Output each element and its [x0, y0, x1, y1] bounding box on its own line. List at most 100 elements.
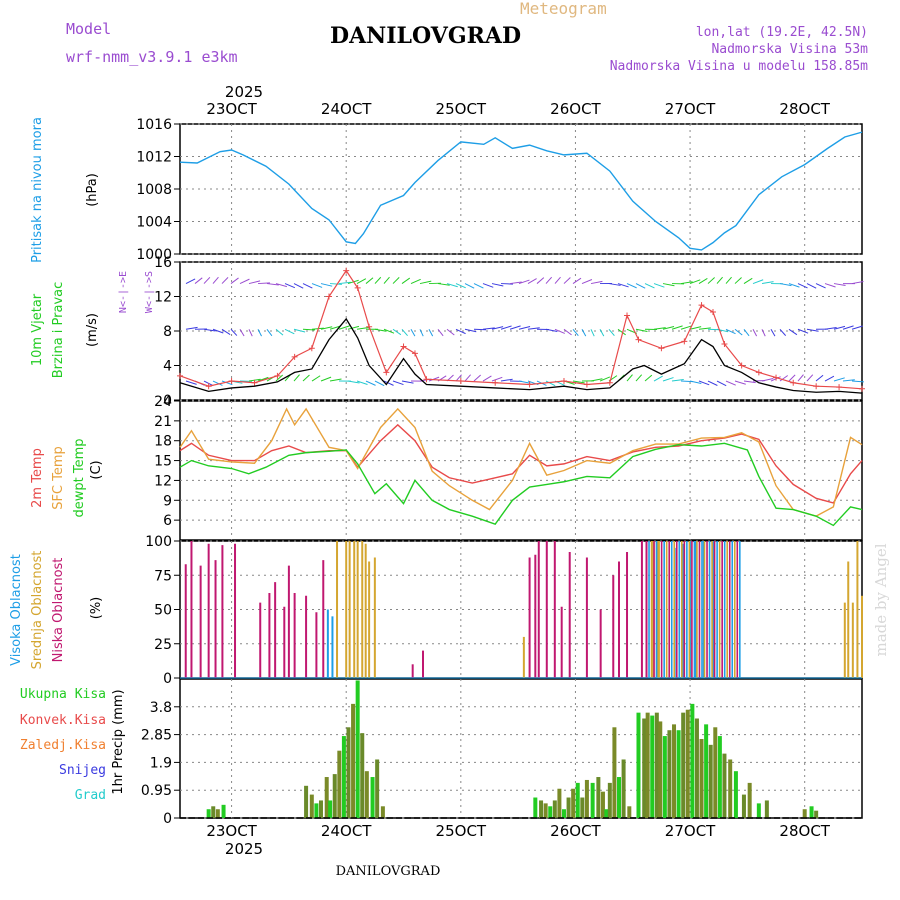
precip-bar — [717, 736, 722, 818]
precip-bar — [533, 797, 538, 818]
wind-arrow — [482, 283, 494, 288]
legend-freezing: Zaledj.Kisa — [20, 738, 106, 753]
wind-gust-marker — [366, 323, 373, 330]
precip-bar — [341, 736, 346, 818]
precip-bar — [215, 809, 220, 818]
wind-arrow — [635, 283, 646, 289]
wind-gust-marker — [383, 369, 390, 376]
wind-arrow — [518, 380, 531, 384]
wind-arrow — [779, 283, 792, 287]
wind-arrow — [743, 380, 756, 384]
wind-arrow — [329, 283, 342, 285]
temp-sfc-line — [179, 407, 863, 517]
wind-arrow — [545, 380, 556, 387]
wind-arrow — [410, 329, 416, 337]
pressure-ytick-label: 1000 — [136, 247, 172, 263]
wind-arrow — [626, 374, 633, 382]
date-label-bottom: 23OCT — [206, 822, 257, 840]
precip-bar — [600, 791, 605, 818]
wind-arrow — [518, 279, 530, 285]
precip-bar — [324, 777, 329, 818]
cloud-ylabel: (%) — [89, 597, 104, 620]
wind-arrow — [752, 329, 758, 337]
precip-bar — [332, 774, 337, 818]
precip-bar — [561, 809, 566, 818]
wind-arrow — [320, 326, 333, 330]
wind-arrow — [788, 374, 796, 382]
wind-arrow — [590, 329, 595, 337]
wind-arrow — [185, 278, 196, 285]
wind-arrow — [446, 283, 458, 288]
wind-arrow — [257, 376, 269, 382]
wind-arrow — [293, 374, 300, 382]
wind-ylabel: (m/s) — [85, 313, 100, 347]
wind-arrow — [419, 329, 424, 337]
wind-arrow — [437, 328, 444, 337]
wind-arrow — [293, 328, 306, 333]
wind-arrow — [824, 283, 836, 288]
date-label-bottom: 28OCT — [779, 822, 830, 840]
wind-arrow — [581, 279, 593, 285]
precip-bar — [699, 738, 704, 818]
wind-gust-marker — [681, 338, 688, 345]
wind-arrow — [707, 277, 715, 284]
precip-bar — [741, 794, 746, 818]
precip-bar — [548, 806, 553, 818]
wind-arrow — [455, 374, 462, 382]
wind-arrow — [635, 328, 648, 332]
wind-arrow — [635, 374, 643, 382]
wind-arrow — [698, 380, 710, 386]
wind-arrow — [824, 326, 837, 330]
wind-arrow — [617, 283, 629, 288]
precip-bar — [645, 712, 650, 818]
wind-gust-marker — [343, 267, 350, 274]
wind-gust-marker — [773, 374, 780, 381]
wind-arrow — [365, 277, 374, 284]
wind-arrow — [500, 378, 513, 382]
wind-arrow — [185, 326, 198, 330]
date-label-bottom: 26OCT — [550, 822, 601, 840]
wind-arrow — [734, 277, 742, 284]
wind-arrow — [230, 277, 239, 284]
wind-arrow — [806, 374, 814, 382]
temp-title-3: dewpt Temp — [72, 438, 87, 517]
wind-arrow — [653, 327, 666, 330]
temp-title-2: SFC Temp — [51, 446, 66, 510]
clouds-ytick-label: 25 — [154, 637, 172, 653]
wind-arrow — [347, 380, 360, 384]
wind-arrow — [554, 276, 561, 284]
wind-arrow — [608, 283, 621, 286]
wind-arrow — [617, 328, 626, 336]
wind-gust-marker — [457, 378, 464, 385]
precip-bar — [662, 736, 667, 818]
wind-arrow — [644, 374, 653, 382]
temp-title-1: 2m Temp — [30, 448, 45, 508]
precip-bar — [690, 703, 695, 818]
temperature-ytick-label: 9 — [163, 493, 172, 509]
date-label-bottom: 27OCT — [665, 822, 716, 840]
wind-gust-marker — [635, 336, 642, 343]
precip-bar — [566, 797, 571, 818]
wind-gust-marker — [790, 379, 797, 386]
wind-arrow — [203, 328, 216, 332]
wind-arrow — [347, 325, 360, 330]
precip-bar — [650, 715, 655, 818]
wind-arrow — [779, 375, 789, 382]
wind-arrow — [527, 278, 537, 284]
precip-bar — [380, 806, 385, 818]
wind-arrow — [761, 378, 774, 382]
wind-arrow — [788, 283, 800, 288]
wind-arrow — [464, 283, 475, 289]
wind-arrow — [266, 283, 279, 286]
wind-arrow — [338, 325, 350, 330]
wind-arrow — [257, 329, 262, 337]
wind-arrow — [788, 328, 798, 336]
date-label-top: 28OCT — [779, 100, 830, 118]
wind-arrow — [185, 380, 197, 385]
precip-ytick-label: 2.85 — [141, 728, 172, 744]
wind-arrow — [851, 325, 863, 330]
wind-arrow — [401, 328, 408, 336]
year-bottom: 2025 — [225, 840, 263, 858]
wind-gust-marker — [308, 345, 315, 352]
wind-ytick-label: 4 — [163, 359, 172, 375]
